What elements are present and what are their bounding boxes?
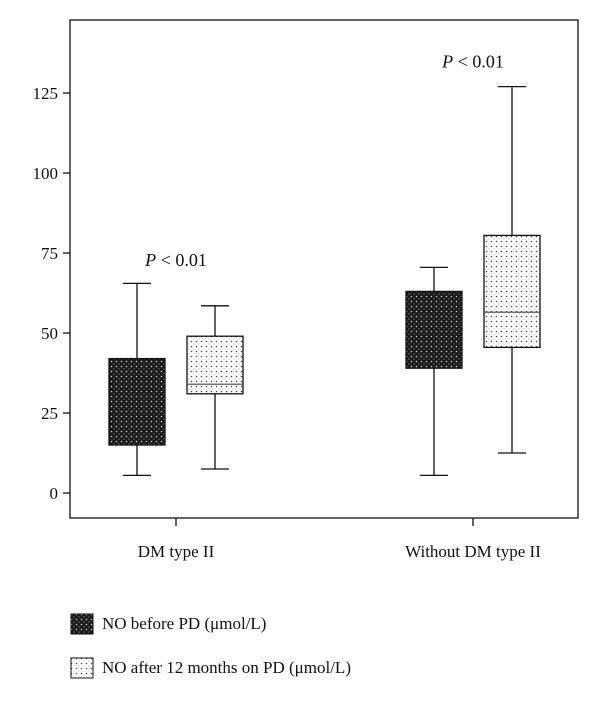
- box-iqr: [405, 290, 463, 369]
- plot-frame: [69, 19, 579, 519]
- x-category-label-0: DM type II: [138, 542, 215, 561]
- legend-swatch-dark: [70, 613, 94, 635]
- annotations: P < 0.01 P < 0.01: [144, 51, 504, 269]
- legend-label-after: NO after 12 months on PD (μmol/L): [102, 658, 351, 677]
- box-0-0: [108, 282, 166, 477]
- box-0-1: [405, 266, 463, 477]
- y-tick-label-75: 75: [41, 244, 58, 263]
- box-iqr: [108, 357, 166, 446]
- y-tick-label-100: 100: [33, 164, 59, 183]
- y-tick-label-50: 50: [41, 324, 58, 343]
- x-category-label-1: Without DM type II: [405, 542, 541, 561]
- x-axis: DM type II Without DM type II: [138, 518, 541, 561]
- legend-label-before: NO before PD (μmol/L): [102, 614, 267, 633]
- box-iqr: [483, 234, 541, 349]
- box-1-0: [186, 305, 244, 470]
- p-value-annotation-1: P < 0.01: [441, 51, 504, 71]
- legend-swatch-light: [70, 657, 94, 679]
- y-axis: 0 25 50 75 100 125: [33, 84, 70, 503]
- box-1-1: [483, 85, 541, 454]
- y-tick-label-25: 25: [41, 404, 58, 423]
- legend-item-after: NO after 12 months on PD (μmol/L): [70, 657, 351, 679]
- boxes: [108, 85, 541, 477]
- y-tick-label-125: 125: [33, 84, 59, 103]
- legend-item-before: NO before PD (μmol/L): [70, 613, 266, 635]
- y-tick-label-0: 0: [50, 484, 59, 503]
- box-iqr: [186, 335, 244, 395]
- box-plot-chart: 0 25 50 75 100 125 DM type II Without DM type …: [33, 19, 579, 561]
- p-value-annotation-0: P < 0.01: [144, 250, 207, 270]
